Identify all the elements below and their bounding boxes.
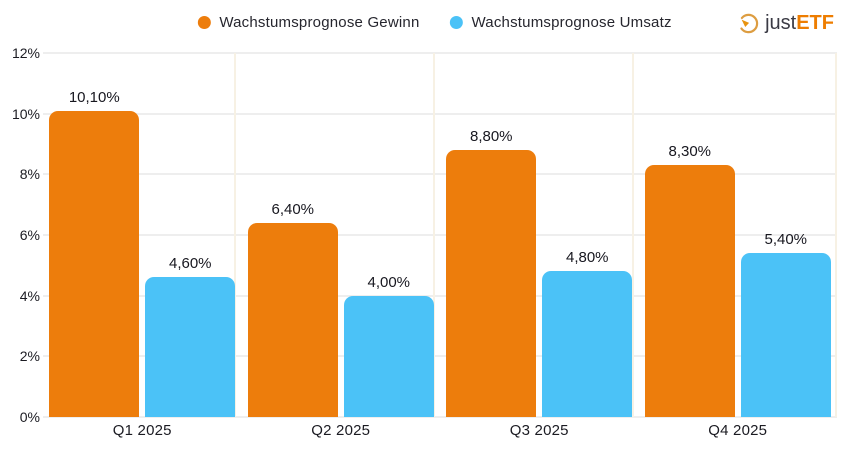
category-separator-line bbox=[433, 53, 435, 417]
bar-group: 6,40% 4,00% bbox=[242, 53, 441, 417]
gridline bbox=[43, 52, 837, 54]
y-axis-tick-label: 6% bbox=[19, 227, 40, 243]
bar-value-label: 8,30% bbox=[668, 143, 712, 161]
legend-label-gewinn: Wachstumsprognose Gewinn bbox=[219, 14, 420, 31]
y-axis-tick-label: 4% bbox=[19, 287, 40, 304]
plot-area: 10,10% 4,60% 6,40% 4,00% 8,80% 4,80% 8,30% 5,40… bbox=[43, 52, 837, 418]
legend-item-gewinn: Wachstumsprognose Gewinn bbox=[197, 14, 419, 31]
legend-dot-umsatz-icon bbox=[449, 16, 463, 29]
logo-text-just: just bbox=[765, 12, 797, 34]
gridline bbox=[43, 416, 837, 418]
x-axis-label: Q1 2025 bbox=[112, 422, 172, 439]
bar-umsatz-q3-2025: 4,80% bbox=[542, 249, 633, 417]
bar-gewinn-q2-2025: 6,40% bbox=[247, 201, 338, 417]
bar-group: 10,10% 4,60% bbox=[43, 53, 242, 417]
gridline bbox=[43, 234, 837, 236]
legend-item-umsatz: Wachstumsprognose Umsatz bbox=[449, 14, 672, 31]
legend-label-umsatz: Wachstumsprognose Umsatz bbox=[471, 14, 672, 31]
bar-value-label: 10,10% bbox=[68, 88, 120, 106]
logo-text-etf: ETF bbox=[796, 12, 834, 34]
gauge-icon bbox=[737, 12, 760, 35]
category-separator-line bbox=[632, 53, 634, 417]
justetf-logo: justETF bbox=[737, 12, 834, 35]
bar-value-label: 4,60% bbox=[168, 255, 212, 273]
bar-gewinn-q1-2025: 10,10% bbox=[49, 89, 140, 417]
bar-value-label: 4,80% bbox=[565, 249, 609, 267]
bar-group: 8,80% 4,80% bbox=[440, 53, 639, 417]
chart-legend: Wachstumsprognose Gewinn Wachstumsprogno… bbox=[197, 14, 671, 31]
bars-layer: 10,10% 4,60% 6,40% 4,00% 8,80% 4,80% 8,30% 5,40… bbox=[43, 53, 837, 417]
bar-umsatz-q1-2025: 4,60% bbox=[145, 255, 236, 417]
y-axis-tick-label: 10% bbox=[11, 105, 40, 122]
category-separator-line bbox=[234, 53, 236, 417]
bar-umsatz-q4-2025: 5,40% bbox=[740, 231, 831, 417]
bar-group: 8,30% 5,40% bbox=[639, 53, 838, 417]
y-axis-tick-label: 2% bbox=[19, 348, 40, 365]
bar-gewinn-q3-2025: 8,80% bbox=[446, 128, 537, 417]
gridline bbox=[43, 173, 837, 176]
bar-value-label: 4,00% bbox=[367, 273, 411, 291]
gridline bbox=[43, 355, 837, 358]
bar-value-label: 5,40% bbox=[764, 231, 808, 249]
y-axis-tick-label: 0% bbox=[19, 409, 40, 425]
bar-umsatz-q2-2025: 4,00% bbox=[343, 274, 434, 417]
x-axis-label: Q4 2025 bbox=[708, 422, 768, 439]
gridline bbox=[43, 112, 837, 115]
legend-dot-gewinn-icon bbox=[197, 16, 211, 29]
y-axis-tick-label: 12% bbox=[11, 45, 40, 61]
category-separator-line bbox=[835, 53, 837, 417]
x-axis: Q1 2025 Q2 2025 Q3 2025 Q4 2025 bbox=[43, 422, 837, 439]
x-axis-label: Q2 2025 bbox=[311, 422, 371, 439]
bar-value-label: 8,80% bbox=[469, 128, 513, 146]
bar-gewinn-q4-2025: 8,30% bbox=[644, 143, 735, 417]
x-axis-label: Q3 2025 bbox=[509, 422, 569, 439]
y-axis-tick-label: 8% bbox=[19, 166, 40, 183]
logo-wordmark: justETF bbox=[765, 12, 834, 35]
gridline bbox=[43, 294, 837, 297]
bar-value-label: 6,40% bbox=[271, 200, 315, 218]
